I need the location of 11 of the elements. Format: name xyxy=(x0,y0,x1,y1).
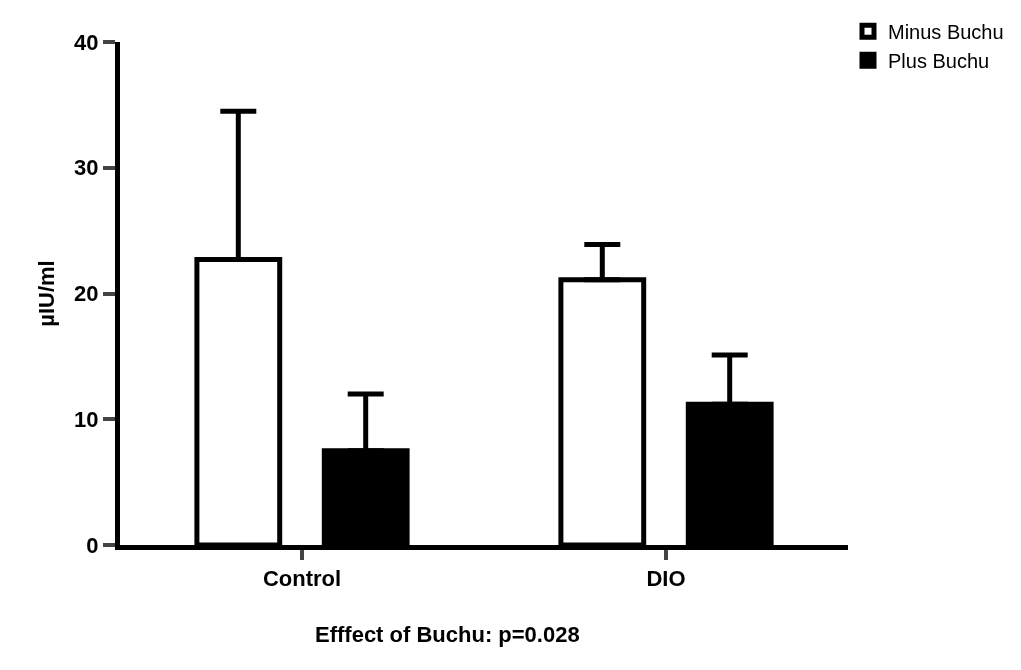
x-tick-label: DIO xyxy=(646,566,686,592)
y-tick-label: 30 xyxy=(74,155,99,181)
y-tick-label: 40 xyxy=(74,29,99,55)
y-axis-title: µIU/ml xyxy=(33,260,59,327)
text: Efffect of Buchu: p=0.028 xyxy=(315,622,580,647)
legend-label: Minus Buchu xyxy=(888,21,1004,44)
legend-label: Plus Buchu xyxy=(888,50,990,73)
y-tick-label: 10 xyxy=(74,406,99,432)
x-tick-label: Control xyxy=(262,566,342,592)
y-tick-label: 20 xyxy=(74,281,99,307)
y-tick-label: 0 xyxy=(86,532,99,558)
